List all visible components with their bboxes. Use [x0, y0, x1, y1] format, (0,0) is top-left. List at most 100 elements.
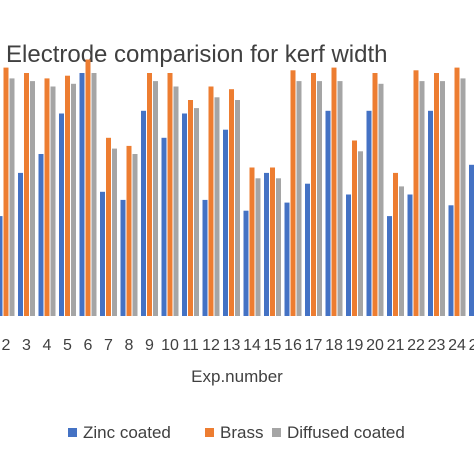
- x-tick-label: 16: [284, 337, 302, 354]
- bar-brass-19: [352, 140, 357, 316]
- bar-brass-12: [208, 86, 214, 316]
- bar-zinc-coated-13: [223, 129, 228, 316]
- bar-brass-20: [372, 73, 378, 316]
- bar-brass-14: [249, 167, 255, 316]
- bar-brass-11: [188, 100, 193, 316]
- bar-zinc-coated-6: [79, 73, 85, 316]
- bar-brass-16: [290, 70, 296, 316]
- x-tick-label: 21: [387, 337, 405, 354]
- bar-diffused-coated-3: [30, 81, 35, 316]
- bar-zinc-coated-19: [346, 194, 351, 316]
- x-tick-label: 3: [22, 337, 31, 354]
- bar-zinc-coated-7: [100, 191, 105, 316]
- bar-diffused-coated-20: [378, 83, 384, 316]
- legend-swatch-brass: [205, 428, 214, 437]
- bars-layer: [0, 59, 474, 317]
- bar-zinc-coated-17: [305, 183, 310, 316]
- x-tick-label: 20: [366, 337, 384, 354]
- bar-diffused-coated-12: [214, 97, 220, 316]
- bar-zinc-coated-23: [428, 110, 433, 316]
- bar-zinc-coated-4: [38, 154, 44, 316]
- x-tick-label: 25: [469, 337, 474, 354]
- x-tick-label: 19: [346, 337, 364, 354]
- bar-diffused-coated-6: [91, 73, 97, 316]
- bar-zinc-coated-3: [18, 172, 23, 316]
- legend-label-brass: Brass: [220, 423, 263, 442]
- x-tick-label: 17: [305, 337, 323, 354]
- bar-zinc-coated-8: [120, 199, 126, 316]
- x-tick-label: 4: [43, 337, 52, 354]
- bar-zinc-coated-2: [0, 216, 3, 316]
- bar-diffused-coated-23: [440, 81, 445, 316]
- bar-brass-6: [85, 59, 91, 316]
- x-tick-label: 15: [264, 337, 282, 354]
- bar-brass-7: [106, 137, 111, 316]
- bar-zinc-coated-21: [387, 216, 392, 316]
- x-tick-label: 5: [63, 337, 72, 354]
- bar-brass-10: [167, 73, 173, 316]
- x-tick-label: 23: [428, 337, 446, 354]
- bar-diffused-coated-21: [399, 186, 404, 316]
- bar-brass-8: [126, 145, 132, 316]
- bar-diffused-coated-11: [194, 108, 199, 316]
- bar-zinc-coated-25: [469, 164, 474, 316]
- bar-brass-17: [311, 73, 316, 316]
- bar-brass-2: [3, 67, 9, 316]
- bar-diffused-coated-24: [460, 78, 466, 317]
- x-tick-label: 22: [407, 337, 425, 354]
- bar-diffused-coated-10: [173, 86, 179, 316]
- bar-diffused-coated-7: [112, 148, 117, 316]
- bar-diffused-coated-17: [317, 81, 322, 316]
- bar-brass-22: [413, 70, 419, 316]
- bar-zinc-coated-24: [448, 205, 454, 316]
- bar-zinc-coated-11: [182, 113, 187, 316]
- bar-zinc-coated-12: [202, 199, 208, 316]
- x-axis-label: Exp.number: [191, 367, 283, 386]
- bar-brass-5: [65, 75, 70, 316]
- bar-diffused-coated-13: [235, 100, 240, 316]
- bar-zinc-coated-18: [325, 110, 331, 316]
- x-tick-label: 2: [2, 337, 11, 354]
- x-tick-label: 18: [325, 337, 343, 354]
- bar-diffused-coated-14: [255, 178, 261, 316]
- bar-brass-23: [434, 73, 439, 316]
- bar-diffused-coated-22: [419, 81, 425, 316]
- x-tick-label: 10: [161, 337, 179, 354]
- bar-diffused-coated-9: [153, 81, 158, 316]
- bar-brass-13: [229, 89, 234, 316]
- x-tick-label: 14: [243, 337, 261, 354]
- bar-diffused-coated-5: [71, 83, 76, 316]
- legend: Zinc coated Brass Diffused coated: [68, 423, 405, 442]
- bar-diffused-coated-16: [296, 81, 302, 316]
- bar-diffused-coated-19: [358, 151, 363, 316]
- bar-zinc-coated-15: [264, 172, 269, 316]
- bar-zinc-coated-9: [141, 110, 146, 316]
- bar-brass-15: [270, 167, 275, 316]
- x-tick-label: 11: [182, 337, 199, 354]
- legend-swatch-diffused-coated: [272, 428, 281, 437]
- bar-diffused-coated-4: [50, 86, 56, 316]
- bar-zinc-coated-5: [59, 113, 64, 316]
- legend-swatch-zinc-coated: [68, 428, 77, 437]
- x-tick-label: 24: [448, 337, 466, 354]
- bar-brass-21: [393, 172, 398, 316]
- bar-brass-24: [454, 67, 460, 316]
- legend-label-diffused-coated: Diffused coated: [287, 423, 405, 442]
- bar-zinc-coated-22: [407, 194, 413, 316]
- x-tick-label: 12: [202, 337, 220, 354]
- bar-brass-4: [44, 78, 50, 317]
- bar-zinc-coated-10: [161, 137, 167, 316]
- bar-diffused-coated-2: [9, 78, 15, 317]
- bar-brass-9: [147, 73, 152, 316]
- bar-brass-3: [24, 73, 29, 316]
- x-tick-label: 13: [223, 337, 241, 354]
- bar-zinc-coated-14: [243, 210, 249, 316]
- bar-zinc-coated-20: [366, 110, 372, 316]
- bar-brass-18: [331, 67, 337, 316]
- bar-diffused-coated-8: [132, 154, 138, 316]
- bar-zinc-coated-16: [284, 202, 290, 316]
- chart-title: Electrode comparision for kerf width: [6, 41, 388, 68]
- x-tick-label: 9: [145, 337, 154, 354]
